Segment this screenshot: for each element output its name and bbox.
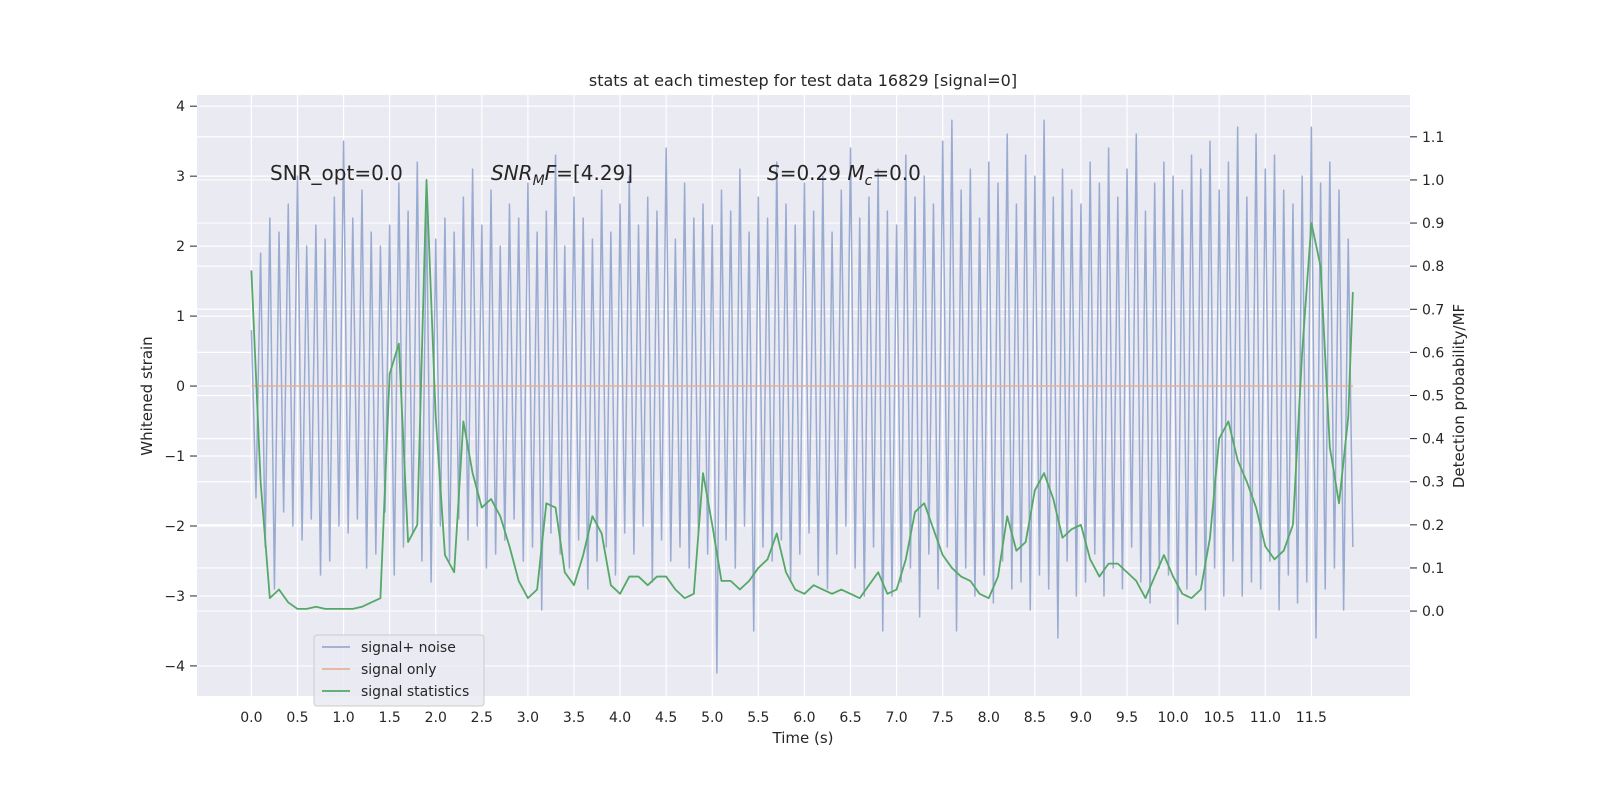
annotation-part: S [767,161,780,185]
y-tick-label: 3 [176,169,185,185]
x-tick-label: 8.5 [1024,710,1046,726]
y-tick-label: −1 [164,449,185,465]
annotation-part: =0.29 [780,161,848,185]
annotation-part: SNR_opt=0.0 [270,161,403,185]
y-tick-label: 1 [176,309,185,325]
legend-label: signal+ noise [361,640,456,656]
x-tick-label: 5.0 [701,710,723,726]
x-tick-label: 6.0 [793,710,815,726]
y2-tick-label: 0.9 [1422,216,1444,232]
y2-tick-label: 1.1 [1422,130,1444,146]
annotation-part: M [533,173,545,189]
x-tick-label: 6.5 [839,710,861,726]
x-tick-label: 3.0 [517,710,539,726]
annotation-part: F [545,161,557,185]
x-tick-label: 10.5 [1204,710,1235,726]
x-tick-label: 7.5 [932,710,954,726]
y-tick-label: −2 [164,519,185,535]
y2-tick-label: 0.3 [1422,475,1444,491]
y-tick-label: 0 [176,379,185,395]
legend-box [313,634,485,707]
x-tick-label: 4.5 [655,710,677,726]
x-tick-label: 3.5 [563,710,585,726]
x-tick-label: 7.0 [885,710,907,726]
series-line [250,119,1354,674]
y2-tick-label: 0.0 [1422,604,1444,620]
annotation-part: =0.0 [872,161,921,185]
annotation-part: SNR [491,161,533,185]
x-tick-label: 10.0 [1158,710,1189,726]
y-axis-label: Whitened strain [138,336,156,455]
x-tick-label: 11.0 [1250,710,1281,726]
y2-axis-label: Detection probability/MF [1450,304,1468,488]
y2-tick-label: 0.2 [1422,518,1444,534]
y2-tick-label: 0.6 [1422,345,1444,361]
x-tick-label: 1.0 [332,710,354,726]
x-tick-label: 0.0 [240,710,262,726]
x-tick-label: 1.5 [379,710,401,726]
y-tick-label: 2 [176,239,185,255]
x-tick-label: 4.0 [609,710,631,726]
legend-label: signal statistics [361,684,469,700]
y2-tick-label: 1.0 [1422,173,1444,189]
x-tick-label: 0.5 [286,710,308,726]
annotation: S=0.29 Mc=0.0 [767,161,921,189]
x-tick-label: 11.5 [1296,710,1327,726]
annotation: SNR_opt=0.0 [270,161,403,185]
y2-tick-label: 0.5 [1422,389,1444,405]
x-tick-label: 2.5 [471,710,493,726]
y2-tick-label: 0.7 [1422,302,1444,318]
annotation-part: F=[4.29] [545,161,633,185]
y2-tick-label: 0.1 [1422,561,1444,577]
y2-tick-label: 0.4 [1422,432,1444,448]
x-tick-label: 8.0 [978,710,1000,726]
annotation-part: M [847,161,864,185]
x-tick-label: 9.5 [1116,710,1138,726]
chart-title: stats at each timestep for test data 168… [589,71,1017,90]
annotation: SNRMF=[4.29] [491,161,633,189]
x-tick-label: 9.0 [1070,710,1092,726]
x-tick-label: 2.0 [425,710,447,726]
y2-tick-label: 0.8 [1422,259,1444,275]
y-tick-label: −3 [164,589,185,605]
y-tick-label: 4 [176,99,185,115]
x-tick-label: 5.5 [747,710,769,726]
x-axis-label: Time (s) [772,729,834,747]
series-line [250,179,1354,610]
annotation-part: c [865,173,873,189]
legend-label: signal only [361,662,436,678]
y-tick-label: −4 [164,659,185,675]
annotation-part: =[4.29] [556,161,633,185]
